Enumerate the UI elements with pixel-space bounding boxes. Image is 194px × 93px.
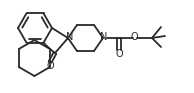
Text: O: O xyxy=(46,61,54,71)
Text: O: O xyxy=(115,49,123,59)
Text: O: O xyxy=(130,32,138,41)
Text: N: N xyxy=(66,32,74,41)
Text: N: N xyxy=(100,32,108,41)
